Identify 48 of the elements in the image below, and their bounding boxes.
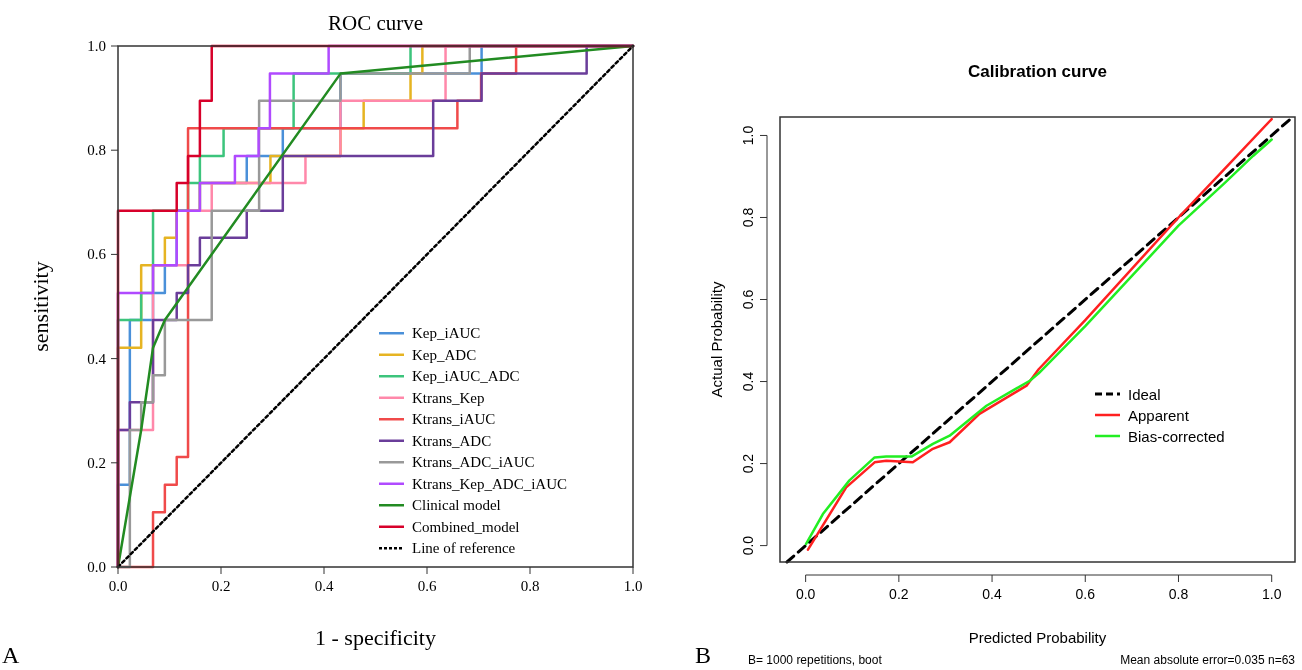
text: B (695, 642, 712, 668)
legend-label: Clinical model (412, 497, 501, 514)
text: B= 1000 repetitions, boot (748, 653, 883, 667)
legend-label: Ktrans_Kep_ADC_iAUC (412, 475, 567, 492)
y-tick-label: 0.8 (740, 207, 756, 228)
y-tick-label: 0.4 (87, 350, 107, 367)
legend-label: Kep_ADC (412, 346, 477, 363)
chart-title: Calibration curve (968, 62, 1107, 81)
legend-label: Ktrans_Kep (412, 389, 485, 406)
x-tick-label: 1.0 (1261, 586, 1282, 602)
y-tick-label: 0.0 (740, 535, 756, 556)
x-tick-label: 0.0 (108, 578, 128, 594)
text: A (2, 642, 20, 668)
legend-label: Ktrans_ADC (412, 432, 492, 449)
x-tick-label: 0.4 (314, 578, 334, 594)
y-tick-label: 0.6 (740, 289, 756, 310)
y-tick-label: 1.0 (87, 38, 106, 54)
x-tick-label: 0.6 (417, 578, 437, 594)
x-axis-title: 1 - specificity (315, 625, 436, 650)
x-tick-label: 0.8 (520, 578, 540, 594)
legend-label: Bias-corrected (1128, 427, 1225, 445)
x-axis-title: Predicted Probability (968, 629, 1107, 646)
x-tick-label: 1.0 (623, 578, 643, 594)
legend-label: Ktrans_ADC_iAUC (412, 454, 535, 471)
y-tick-label: 0.4 (740, 371, 756, 392)
y-axis-title: Actual Probability (708, 281, 725, 398)
legend-label: Line of reference (412, 540, 516, 557)
x-tick-label: 0.6 (1075, 586, 1096, 602)
legend-label: Combined_model (412, 518, 520, 535)
y-tick-label: 0.2 (87, 454, 106, 471)
y-tick-label: 0.2 (740, 453, 756, 474)
y-tick-label: 0.0 (87, 559, 106, 575)
legend-label: Kep_iAUC_ADC (412, 368, 520, 385)
legend-label: Apparent (1128, 406, 1190, 424)
chart-title: ROC curve (327, 11, 424, 35)
text: Mean absolute error=0.035 n=63 (1120, 653, 1296, 667)
x-tick-label: 0.2 (211, 578, 231, 594)
legend-label: Kep_iAUC (412, 325, 481, 342)
x-tick-label: 0.8 (1168, 586, 1189, 602)
y-tick-label: 0.6 (87, 246, 107, 263)
legend-label: Ktrans_iAUC (412, 411, 496, 428)
x-tick-label: 0.0 (795, 586, 816, 602)
legend-label: Ideal (1128, 385, 1161, 403)
y-tick-label: 0.8 (87, 142, 106, 159)
x-tick-label: 0.2 (889, 586, 909, 602)
y-axis-title: sensitivity (28, 261, 53, 352)
x-tick-label: 0.4 (982, 586, 1002, 602)
y-tick-label: 1.0 (740, 125, 756, 146)
